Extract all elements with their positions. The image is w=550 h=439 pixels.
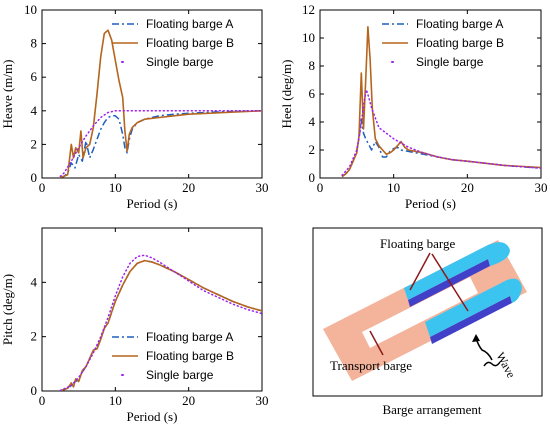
legend-label: Single barge (146, 55, 214, 69)
y-tick-label: 2 (31, 136, 38, 151)
x-tick-label: 10 (109, 180, 122, 195)
legend-label: Floating barge B (146, 36, 234, 50)
x-tick-label: 30 (256, 180, 269, 195)
floating-barge-lower-bow (505, 278, 522, 303)
y-tick-label: 0 (31, 170, 38, 185)
transport-barge-arrow (369, 330, 384, 356)
heel-chart: 0 10 20 30 0 2 4 6 8 10 12 Period (s) Heel (deg/m) Fl… (279, 2, 548, 211)
series-line-floating-barge-a (341, 118, 541, 178)
y-tick-label: 4 (309, 114, 316, 129)
legend-label: Single barge (416, 55, 484, 69)
floating-barge-arrow-left (409, 252, 431, 291)
y-tick-label: 8 (31, 36, 38, 51)
wave-arrow (475, 337, 493, 361)
x-tick-label: 20 (182, 393, 195, 408)
x-tick-label: 30 (535, 180, 548, 195)
x-axis-title: Period (s) (127, 409, 178, 424)
y-tick-label: 4 (31, 274, 38, 289)
pitch-chart: 0 10 20 30 0 2 4 Period (s) Pitch (deg/m) Floatin… (0, 227, 269, 424)
y-tick-label: 12 (302, 2, 315, 17)
y-tick-label: 6 (309, 86, 316, 101)
legend-label: Floating barge A (146, 330, 233, 344)
transport-barge-label: Transport barge (330, 358, 412, 373)
x-axis-title: Period (s) (127, 196, 178, 211)
x-axis-title: Period (s) (405, 196, 456, 211)
floating-barge-upper-bow (484, 242, 510, 266)
series-line-floating-barge-b (60, 29, 262, 178)
legend-label: Floating barge B (146, 349, 234, 363)
floating-barge-upper-side (408, 259, 490, 307)
series-line-single-barge (341, 89, 541, 176)
floating-barge-label: Floating barge (380, 236, 455, 251)
pitch-plot-frame (41, 227, 263, 392)
legend-label: Floating barge A (416, 17, 503, 31)
y-tick-label: 10 (24, 2, 37, 17)
series-line-floating-barge-a (60, 110, 262, 178)
wave-squiggle (483, 361, 501, 367)
diagram-caption: Barge arrangement (382, 402, 481, 417)
floating-barge-arrow-right (431, 253, 469, 312)
heave-plot-frame (41, 9, 263, 179)
heave-chart: 0 10 20 30 0 2 4 6 8 10 Period (s) Heave (m/m) Float… (0, 2, 269, 211)
y-tick-label: 6 (31, 69, 38, 84)
legend-label: Floating barge B (416, 36, 504, 50)
y-tick-label: 10 (302, 30, 315, 45)
y-tick-label: 4 (31, 103, 38, 118)
wave-arrowhead (472, 334, 480, 342)
series-line-single-barge (59, 110, 262, 178)
transport-barge-slot (362, 277, 478, 348)
legend-label: Single barge (146, 368, 214, 382)
floating-barge-lower-side (430, 296, 512, 344)
x-tick-label: 0 (39, 180, 46, 195)
legend-label: Floating barge A (146, 17, 233, 31)
barge-arrangement-diagram: Floating barge Transport barge Wave Barg… (312, 227, 543, 417)
y-axis-title: Heel (deg/m) (279, 60, 294, 129)
x-tick-label: 0 (317, 180, 324, 195)
y-tick-label: 2 (31, 329, 38, 344)
x-tick-label: 20 (461, 180, 474, 195)
x-tick-label: 10 (109, 393, 122, 408)
y-axis-title: Pitch (deg/m) (0, 274, 15, 345)
y-tick-label: 0 (309, 170, 316, 185)
x-tick-label: 20 (182, 180, 195, 195)
y-tick-label: 2 (309, 142, 316, 157)
x-tick-label: 0 (39, 393, 46, 408)
y-tick-label: 8 (309, 58, 316, 73)
y-tick-label: 0 (31, 383, 38, 398)
x-tick-label: 10 (387, 180, 400, 195)
floating-barge-upper (404, 247, 488, 300)
x-tick-label: 30 (256, 393, 269, 408)
y-axis-title: Heave (m/m) (0, 60, 15, 129)
series-line-single-barge (59, 254, 262, 391)
